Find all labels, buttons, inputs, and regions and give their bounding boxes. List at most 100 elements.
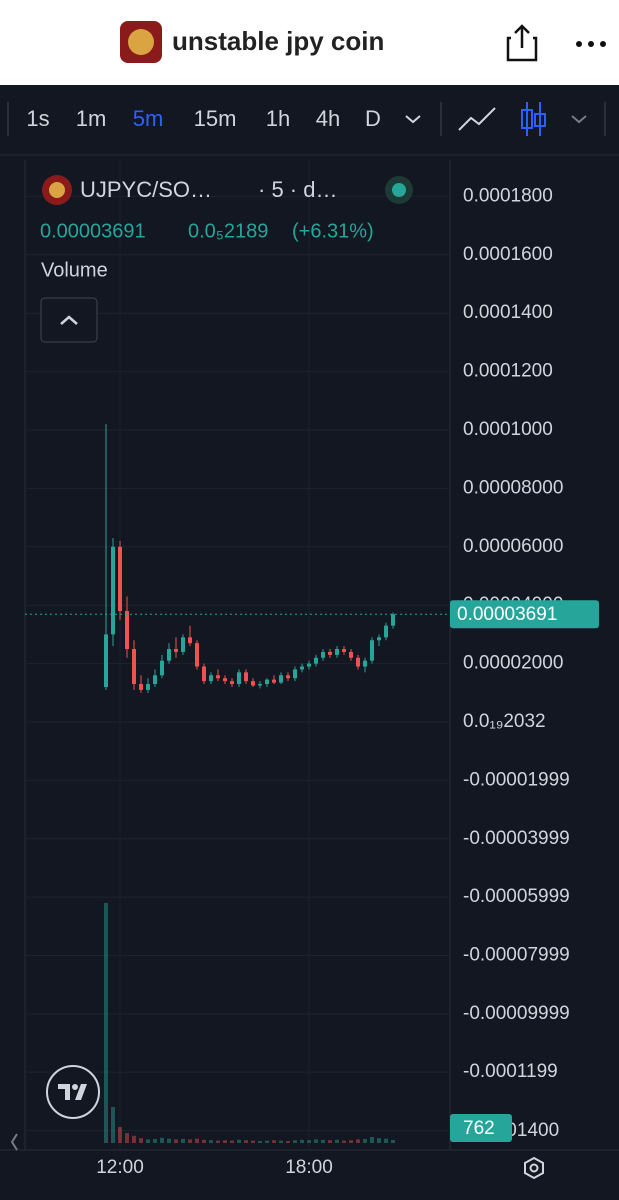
volume-bar xyxy=(195,1138,200,1143)
candle-body xyxy=(342,648,347,652)
candle-body xyxy=(209,675,214,682)
volume-title: Volume xyxy=(41,259,108,281)
interval-button[interactable]: D xyxy=(365,106,381,131)
style-dropdown[interactable] xyxy=(571,115,587,124)
candle-body xyxy=(138,684,143,690)
y-tick-label: -0.00009999 xyxy=(463,1003,570,1024)
interval-dropdown[interactable] xyxy=(405,115,421,124)
volume-bar xyxy=(286,1141,291,1143)
interval-button[interactable]: 5m xyxy=(133,106,164,131)
volume-bar xyxy=(251,1140,256,1143)
candle-body xyxy=(237,672,242,685)
overlay: UJPYC/SO… · 5 · d… 0.00003691 0.0₅2189 (… xyxy=(10,175,544,1180)
candle-body xyxy=(293,669,298,679)
volume-bar xyxy=(265,1140,270,1143)
tradingview-logo[interactable] xyxy=(46,1065,100,1119)
x-tick-label: 18:00 xyxy=(285,1157,333,1178)
volume-bar xyxy=(328,1140,333,1143)
share-button[interactable] xyxy=(506,24,538,62)
status-dot xyxy=(392,183,406,197)
volume-bar xyxy=(377,1138,382,1143)
price-badge xyxy=(450,600,599,629)
volume-bar xyxy=(103,903,108,1143)
candle-body xyxy=(145,684,150,690)
interval-label: · 5 · d… xyxy=(258,177,337,202)
candle-body xyxy=(307,663,312,667)
volume-bar xyxy=(272,1140,277,1143)
volume-bar xyxy=(314,1139,319,1143)
volume-bar xyxy=(335,1139,340,1143)
volume-bar xyxy=(124,1133,129,1143)
volume-bar xyxy=(152,1139,157,1143)
candle-body xyxy=(181,637,186,652)
y-tick-label: -0.00001999 xyxy=(463,769,570,790)
candle-body xyxy=(279,675,284,683)
candle-body xyxy=(272,679,277,683)
volume-bar xyxy=(167,1138,172,1143)
interval-button[interactable]: 15m xyxy=(194,106,237,131)
volume-bar xyxy=(321,1139,326,1143)
top-bar xyxy=(0,0,619,85)
volume-bar xyxy=(258,1141,263,1143)
x-tick-label: 12:00 xyxy=(96,1157,144,1178)
candle-body xyxy=(117,546,122,612)
volume-bar xyxy=(342,1140,347,1143)
settings-button[interactable] xyxy=(524,1156,544,1180)
volume-bar xyxy=(279,1140,284,1143)
volume-bar xyxy=(384,1138,389,1143)
candle-body xyxy=(216,675,221,679)
candle-body xyxy=(103,634,108,687)
candle-style-button[interactable] xyxy=(521,102,546,136)
candle-body xyxy=(230,681,235,685)
volume-bar xyxy=(188,1139,193,1143)
candle-body xyxy=(300,666,305,670)
y-tick-label: 0.00006000 xyxy=(463,536,563,557)
candle-body xyxy=(391,614,396,626)
candle-body xyxy=(356,657,361,667)
volume-bar xyxy=(159,1137,164,1143)
candle-body xyxy=(124,611,129,649)
change-pct: (+6.31%) xyxy=(292,220,374,242)
interval-button[interactable]: 1s xyxy=(26,106,49,131)
candle-body xyxy=(244,672,249,682)
y-tick-label: 0.0₁₉2032 xyxy=(463,711,546,732)
interval-button[interactable]: 1m xyxy=(76,106,107,131)
candle-body xyxy=(174,648,179,652)
candle-body xyxy=(195,643,200,667)
candle-body xyxy=(223,678,228,682)
interval-button[interactable]: 1h xyxy=(266,106,290,131)
y-tick-label: -0.00003999 xyxy=(463,828,570,849)
y-tick-label: 0.0001400 xyxy=(463,302,553,323)
volume-bar xyxy=(174,1139,179,1143)
volume-bar xyxy=(209,1140,214,1143)
volume-bar xyxy=(131,1135,136,1143)
volume-badge xyxy=(450,1114,512,1142)
line-style-button[interactable] xyxy=(458,107,496,131)
price-badge-label: 0.00003691 xyxy=(457,604,557,625)
candle-body xyxy=(328,651,333,655)
volume-bar xyxy=(138,1138,143,1143)
volume-bar xyxy=(363,1139,368,1143)
volume-bar xyxy=(300,1139,305,1143)
coin-icon-inner xyxy=(128,29,154,55)
y-tick-label: -0.0001199 xyxy=(463,1061,558,1082)
volume-bar xyxy=(244,1140,249,1143)
scroll-left[interactable] xyxy=(10,1133,18,1151)
candle-body xyxy=(152,675,157,685)
candle-body xyxy=(167,648,172,661)
collapse-button[interactable] xyxy=(40,297,98,343)
volume-badge-label: 762 xyxy=(463,1118,495,1139)
candle-body xyxy=(258,684,263,686)
candle-body xyxy=(131,648,136,685)
volume-bar xyxy=(181,1139,186,1143)
y-tick-label: 0.0001200 xyxy=(463,361,553,382)
change: 0.0₅2189 xyxy=(188,220,268,242)
interval-button[interactable]: 4h xyxy=(316,106,340,131)
volume-bar xyxy=(223,1140,228,1143)
volume-bar xyxy=(349,1140,354,1143)
candle-body xyxy=(335,648,340,655)
volume-bar xyxy=(230,1140,235,1143)
more-button[interactable] xyxy=(576,41,606,47)
